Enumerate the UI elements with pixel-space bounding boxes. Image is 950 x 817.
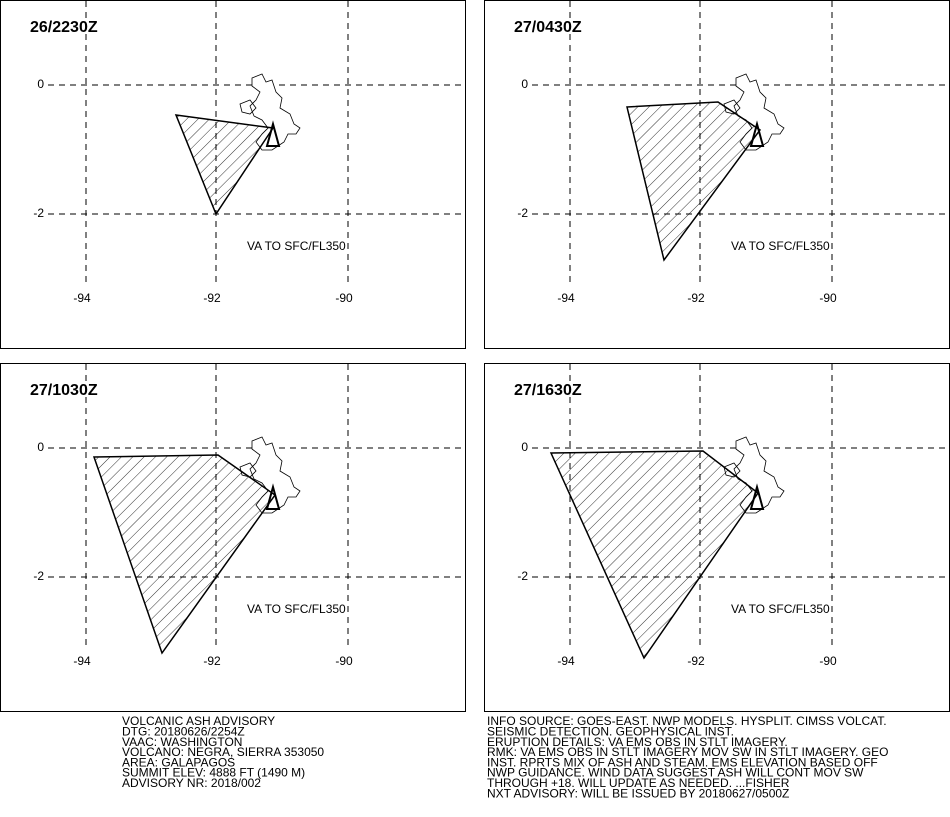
lon-label: -94: [73, 291, 91, 305]
va-note: VA TO SFC/FL350: [247, 602, 346, 616]
map-panel: -94 -92 -90 0 -2 26/2230Z VA TO SFC/FL350: [0, 0, 466, 349]
lon-label: -94: [73, 654, 91, 668]
ash-area: [549, 450, 760, 660]
ash-area: [92, 454, 277, 655]
lon-label: -92: [687, 654, 705, 668]
volcano-marker: [265, 483, 281, 510]
lon-label: -90: [819, 291, 837, 305]
panel-title: 27/0430Z: [514, 19, 582, 36]
lat-label: -2: [517, 206, 528, 220]
map-panel: -94 -92 -90 0 -2 27/0430Z VA TO SFC/FL350: [484, 0, 950, 349]
lon-label: -90: [335, 291, 353, 305]
advisory-line: ERUPTION DETAILS: VA EMS OBS IN STLT IMA…: [487, 735, 788, 749]
lat-label: 0: [37, 77, 44, 91]
lon-label: -90: [335, 654, 353, 668]
advisory-line: SEISMIC DETECTION. GEOPHYSICAL INST.: [487, 724, 734, 738]
va-note: VA TO SFC/FL350: [731, 239, 830, 253]
advisory-line: VOLCANO: NEGRA, SIERRA 353050: [122, 745, 324, 759]
panel-frame: [0, 0, 466, 349]
lat-label: 0: [37, 440, 44, 454]
map-panel: -94 -92 -90 0 -2 27/1630Z VA TO SFC/FL350: [484, 363, 950, 712]
advisory-line: SUMMIT ELEV: 4888 FT (1490 M): [122, 766, 305, 780]
advisory-line: INST. RPRTS MIX OF ASH AND STEAM. EMS EL…: [487, 755, 878, 769]
advisory-line: THROUGH +18. WILL UPDATE AS NEEDED. ...F…: [487, 776, 790, 790]
lon-label: -94: [557, 291, 575, 305]
lon-label: -92: [203, 291, 221, 305]
advisory-line: ADVISORY NR: 2018/002: [122, 776, 261, 790]
panel-frame: [0, 363, 466, 712]
panel-title: 27/1030Z: [30, 382, 98, 399]
va-note: VA TO SFC/FL350: [731, 602, 830, 616]
advisory-line: NXT ADVISORY: WILL BE ISSUED BY 20180627…: [487, 786, 789, 800]
volcano-marker: [749, 483, 765, 510]
lon-label: -94: [557, 654, 575, 668]
ash-area: [174, 114, 275, 216]
lat-label: 0: [521, 440, 528, 454]
advisory-line: NWP GUIDANCE. WIND DATA SUGGEST ASH WILL…: [487, 766, 864, 780]
lon-label: -90: [819, 654, 837, 668]
lat-label: -2: [517, 569, 528, 583]
panel-title: 27/1630Z: [514, 382, 582, 399]
lat-label: -2: [33, 569, 44, 583]
ash-area: [626, 101, 762, 262]
lon-label: -92: [203, 654, 221, 668]
lat-label: 0: [521, 77, 528, 91]
advisory-line: AREA: GALAPAGOS: [122, 755, 235, 769]
advisory-line: VAAC: WASHINGTON: [122, 735, 242, 749]
advisory-line: RMK: VA EMS OBS IN STLT IMAGERY MOV SW I…: [487, 745, 888, 759]
map-panel: -94 -92 -90 0 -2 27/1030Z VA TO SFC/FL350: [0, 363, 466, 712]
island-outline: [239, 73, 301, 151]
advisory-line: VOLCANIC ASH ADVISORY: [122, 714, 275, 728]
lat-label: -2: [33, 206, 44, 220]
volcano-marker: [749, 120, 765, 147]
lon-label: -92: [687, 291, 705, 305]
panel-title: 26/2230Z: [30, 19, 98, 36]
advisory-line: DTG: 20180626/2254Z: [122, 724, 245, 738]
advisory-line: INFO SOURCE: GOES-EAST. NWP MODELS. HYSP…: [487, 714, 887, 728]
va-note: VA TO SFC/FL350: [247, 239, 346, 253]
volcano-marker: [265, 120, 281, 147]
